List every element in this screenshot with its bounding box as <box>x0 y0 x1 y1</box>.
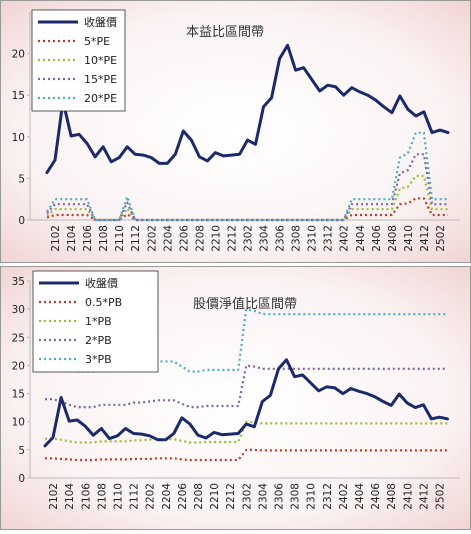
x-tick-label: 2310 <box>307 225 319 252</box>
x-tick-label: 2104 <box>64 483 76 510</box>
x-tick-label: 2306 <box>273 483 285 510</box>
y-tick-label: 15 <box>12 90 25 102</box>
x-tick-label: 2406 <box>370 483 382 510</box>
series-line <box>45 448 448 462</box>
y-tick-label: 25 <box>12 332 25 344</box>
x-tick-label: 2312 <box>323 225 335 252</box>
legend-label: 1*PB <box>85 315 112 328</box>
x-tick-label: 2408 <box>386 483 398 510</box>
y-tick-label: 20 <box>12 49 25 61</box>
x-tick-label: 2412 <box>418 483 430 510</box>
x-tick-label: 2104 <box>66 225 78 252</box>
x-tick-label: 2302 <box>241 483 253 510</box>
x-tick-label: 2302 <box>243 225 255 252</box>
x-tick-label: 2306 <box>275 225 287 252</box>
y-tick-label: 20 <box>12 360 25 372</box>
x-tick-label: 2312 <box>322 483 334 510</box>
chart-title: 股價淨值比區間帶 <box>193 296 297 312</box>
x-tick-label: 2206 <box>178 225 190 252</box>
x-tick-label: 2112 <box>129 483 141 510</box>
x-tick-label: 2206 <box>177 483 189 510</box>
x-tick-label: 2410 <box>402 483 414 510</box>
legend-label: 3*PB <box>85 353 112 366</box>
legend-label: 5*PE <box>84 35 110 48</box>
x-tick-label: 2412 <box>419 225 431 252</box>
x-tick-label: 2210 <box>210 225 222 252</box>
legend-label: 收盤價 <box>85 276 118 290</box>
x-tick-label: 2402 <box>338 483 350 510</box>
x-tick-label: 2204 <box>161 483 173 510</box>
x-tick-label: 2308 <box>291 225 303 252</box>
series-line <box>46 153 448 222</box>
x-tick-label: 2108 <box>98 225 110 252</box>
legend-box <box>32 270 159 373</box>
x-tick-label: 2108 <box>96 483 108 510</box>
x-tick-label: 2502 <box>434 483 446 510</box>
x-tick-label: 2410 <box>403 225 415 252</box>
x-tick-label: 2304 <box>257 483 269 510</box>
y-tick-label: 35 <box>12 276 25 288</box>
legend-label: 20*PE <box>84 92 117 105</box>
legend-label: 2*PB <box>85 334 112 347</box>
x-tick-label: 2310 <box>306 483 318 510</box>
y-tick-label: 5 <box>18 445 25 457</box>
legend-label: 收盤價 <box>84 15 117 29</box>
x-tick-label: 2212 <box>226 225 238 252</box>
legend-label: 0.5*PB <box>85 296 122 309</box>
x-tick-label: 2402 <box>339 225 351 252</box>
x-tick-label: 2212 <box>225 483 237 510</box>
x-tick-label: 2308 <box>290 483 302 510</box>
x-tick-label: 2406 <box>371 225 383 252</box>
x-tick-label: 2202 <box>145 483 157 510</box>
x-tick-label: 2110 <box>114 225 126 252</box>
x-tick-label: 2102 <box>50 225 62 252</box>
x-tick-label: 2102 <box>48 483 60 510</box>
y-tick-label: 0 <box>18 473 25 485</box>
series-line <box>45 43 450 175</box>
x-tick-label: 2304 <box>259 225 271 252</box>
x-tick-label: 2408 <box>387 225 399 252</box>
x-tick-label: 2208 <box>194 225 206 252</box>
x-tick-label: 2106 <box>80 483 92 510</box>
x-tick-label: 2202 <box>146 225 158 252</box>
y-tick-label: 10 <box>12 132 25 144</box>
legend-label: 15*PE <box>84 73 117 86</box>
x-tick-label: 2404 <box>355 225 367 252</box>
y-tick-label: 30 <box>12 304 25 316</box>
series-line <box>43 358 449 448</box>
x-tick-label: 2106 <box>82 225 94 252</box>
x-tick-label: 2110 <box>112 483 124 510</box>
y-tick-label: 0 <box>18 215 25 227</box>
legend-label: 10*PE <box>84 54 117 67</box>
series-line <box>45 420 448 444</box>
x-tick-label: 2502 <box>435 225 447 252</box>
x-tick-label: 2210 <box>209 483 221 510</box>
chart-title: 本益比區間帶 <box>186 25 264 40</box>
x-tick-label: 2112 <box>130 225 142 252</box>
x-tick-label: 2404 <box>354 483 366 510</box>
y-tick-label: 10 <box>12 417 25 429</box>
y-tick-label: 5 <box>18 173 25 185</box>
x-tick-label: 2208 <box>193 483 205 510</box>
x-tick-label: 2204 <box>162 225 174 252</box>
y-tick-label: 15 <box>12 389 25 401</box>
legend-box <box>31 9 126 112</box>
